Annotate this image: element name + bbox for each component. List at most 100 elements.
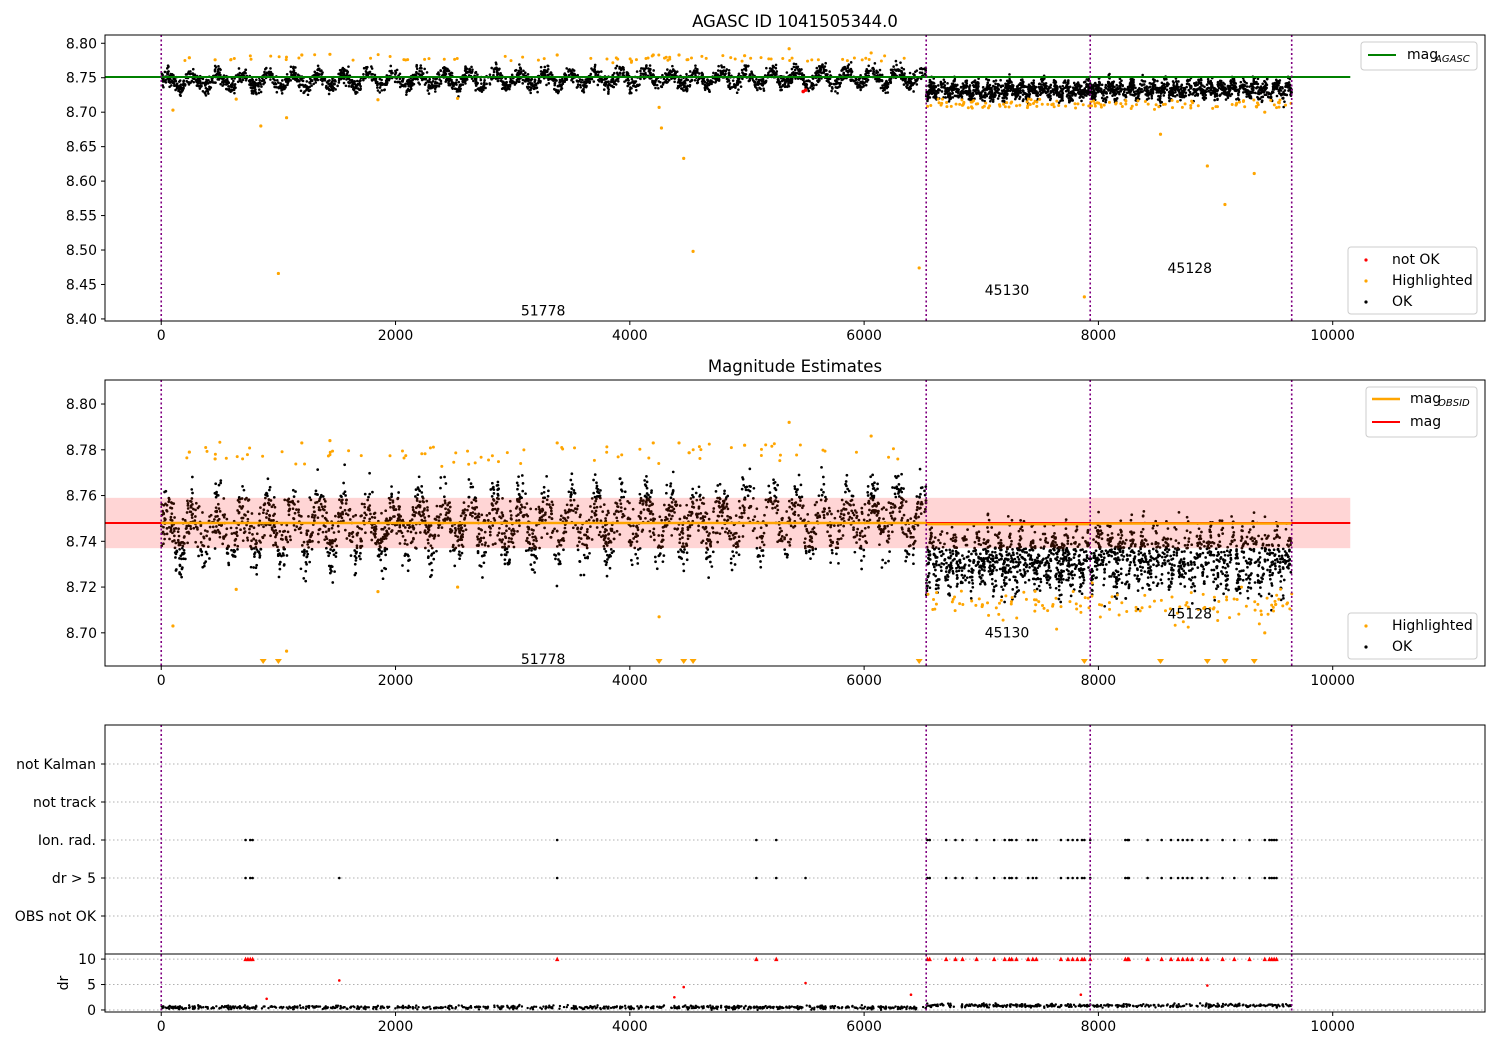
highlighted-point	[1275, 106, 1279, 110]
ok-point	[1178, 95, 1182, 98]
ok-point	[541, 500, 545, 504]
ok-point	[246, 510, 250, 514]
ok-point	[844, 67, 848, 71]
ok-point	[984, 93, 988, 97]
highlighted-point	[1119, 102, 1123, 106]
ok-point	[354, 92, 357, 95]
ok-point	[617, 79, 620, 83]
ok-point	[707, 88, 711, 92]
ok-point	[265, 72, 268, 76]
ok-point	[989, 90, 992, 94]
ok-point	[337, 530, 341, 533]
ok-point	[443, 501, 447, 505]
ok-point	[537, 77, 541, 81]
highlighted-point	[1157, 105, 1161, 109]
ok-point	[524, 78, 527, 81]
ok-point	[1131, 80, 1135, 84]
ok-point	[231, 81, 234, 85]
ok-point	[1042, 83, 1045, 87]
ok-point	[399, 82, 402, 85]
ok-point	[1036, 93, 1039, 97]
ok-point	[248, 83, 251, 86]
ok-point	[1095, 83, 1098, 87]
ok-point	[716, 484, 720, 487]
highlighted-point	[810, 58, 814, 62]
ok-point	[776, 80, 779, 84]
ok-point	[639, 77, 642, 81]
highlighted-point	[650, 54, 654, 58]
ok-point	[321, 83, 324, 86]
ok-point	[999, 92, 1002, 96]
ok-point	[168, 85, 171, 89]
ok-point	[488, 533, 492, 537]
ok-point	[735, 91, 739, 95]
ok-point	[1176, 88, 1180, 92]
highlighted-point	[685, 58, 689, 62]
ok-point	[1016, 87, 1020, 91]
ok-point	[867, 502, 871, 505]
ok-point	[1078, 84, 1081, 88]
highlighted-point	[704, 56, 708, 60]
ok-point	[205, 78, 208, 82]
ok-point	[839, 81, 842, 85]
ok-point	[1001, 96, 1004, 100]
ok-point	[828, 84, 831, 87]
ok-point	[999, 85, 1003, 89]
highlighted-point	[1025, 100, 1029, 104]
ok-point	[329, 548, 332, 551]
highlighted-point	[1088, 104, 1092, 108]
ok-point	[418, 82, 421, 86]
ok-point	[366, 65, 369, 69]
ok-point	[306, 93, 310, 97]
ok-point	[841, 68, 844, 72]
ok-point	[1206, 77, 1210, 81]
magnitude-ytick-label: 8.80	[66, 397, 97, 413]
ok-point	[864, 83, 868, 87]
ok-point	[408, 88, 411, 92]
agasc-xtick-label: 8000	[1081, 328, 1117, 344]
ok-point	[526, 536, 529, 540]
ok-point	[490, 66, 493, 70]
ok-point	[232, 88, 236, 92]
ok-point	[602, 88, 606, 91]
ok-point	[1100, 96, 1104, 100]
ok-point	[716, 540, 719, 544]
ok-point	[900, 69, 903, 73]
ok-point	[310, 84, 313, 87]
ok-point	[418, 500, 422, 504]
ok-point	[1199, 87, 1202, 91]
ok-point	[951, 91, 954, 95]
ok-point	[1136, 90, 1140, 93]
ok-point	[1182, 94, 1186, 98]
ok-point	[1026, 85, 1029, 89]
ok-point	[186, 80, 190, 84]
ok-point	[928, 90, 932, 94]
ok-point	[451, 87, 454, 90]
ok-point	[988, 83, 992, 87]
ok-point	[1112, 92, 1116, 96]
ok-point	[494, 62, 498, 66]
highlighted-point	[277, 55, 281, 59]
ok-point	[428, 80, 431, 83]
highlighted-point	[427, 57, 431, 61]
ok-point	[254, 78, 258, 82]
ok-point	[183, 84, 187, 87]
ok-point	[525, 85, 529, 89]
ok-point	[505, 80, 508, 84]
ok-point	[338, 68, 342, 72]
ok-point	[1218, 82, 1222, 85]
highlighted-point	[759, 56, 763, 60]
highlighted-point	[986, 106, 990, 110]
ok-point	[639, 72, 643, 75]
ok-point	[915, 83, 919, 86]
ok-point	[191, 491, 194, 495]
ok-point	[694, 67, 697, 70]
ok-point	[933, 92, 936, 95]
ok-point	[817, 65, 821, 68]
ok-point	[320, 505, 324, 509]
ok-point	[747, 64, 750, 68]
ok-point	[822, 71, 825, 74]
highlighted-point	[555, 53, 559, 57]
ok-point	[430, 86, 433, 90]
ok-point	[946, 82, 949, 85]
